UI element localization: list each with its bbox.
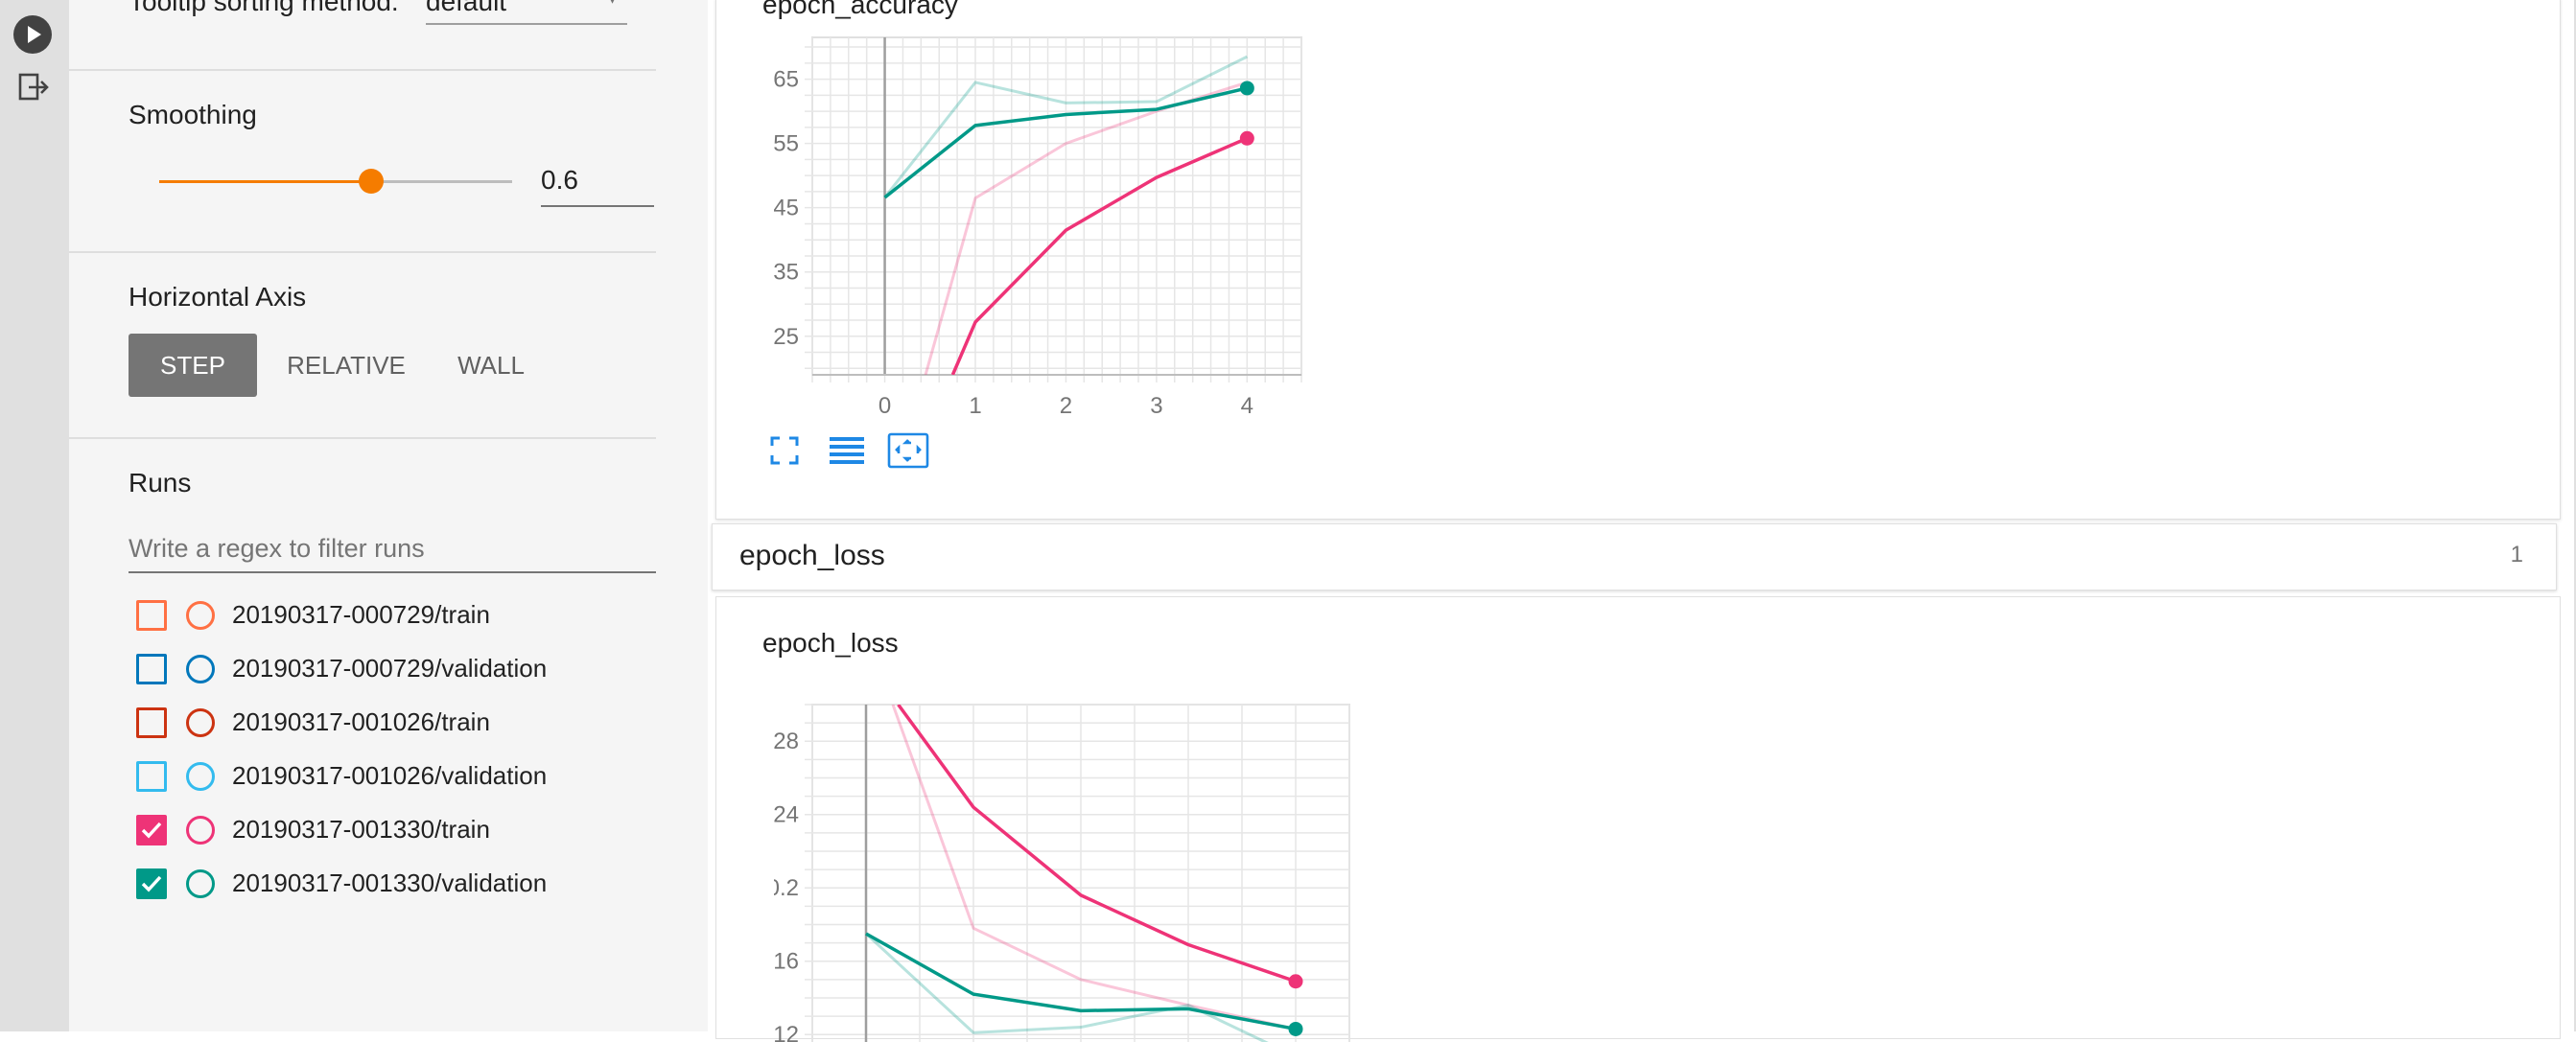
axis-relative-button[interactable]: RELATIVE xyxy=(287,351,406,380)
checkmark-icon xyxy=(141,875,162,892)
run-checkbox[interactable] xyxy=(136,600,167,631)
grid xyxy=(805,704,1350,1042)
runs-filter-input[interactable]: Write a regex to filter runs xyxy=(129,527,656,573)
y-tick-label: 0.28 xyxy=(774,729,799,754)
divider xyxy=(69,437,656,439)
checkmark-icon xyxy=(141,822,162,839)
series-group xyxy=(883,55,1249,375)
series-line-raw xyxy=(891,705,1297,1030)
series-line-smoothed xyxy=(883,86,1248,199)
run-item[interactable]: 20190317-001026/validation xyxy=(136,759,673,798)
series-endpoint xyxy=(1239,130,1254,146)
smoothing-slider[interactable] xyxy=(159,169,512,194)
group-title: epoch_loss xyxy=(739,540,885,571)
runs-title: Runs xyxy=(129,468,192,498)
run-item[interactable]: 20190317-001330/validation xyxy=(136,867,673,905)
y-tick-label: 0.16 xyxy=(774,949,799,975)
group-count: 1 xyxy=(2510,542,2523,567)
series-endpoint xyxy=(1288,974,1303,989)
run-checkbox[interactable] xyxy=(136,707,167,738)
run-checkbox[interactable] xyxy=(136,815,167,845)
run-item[interactable]: 20190317-001026/train xyxy=(136,706,673,744)
series-line-raw xyxy=(864,932,1269,1042)
exit-icon[interactable] xyxy=(17,71,50,108)
axis-step-button[interactable]: STEP xyxy=(129,334,257,397)
divider xyxy=(69,69,656,71)
x-tick-label: 3 xyxy=(1150,393,1162,419)
scroll-edge xyxy=(2574,0,2576,1031)
y-tick-label: 0.2 xyxy=(774,875,799,901)
x-tick-label: 2 xyxy=(1060,393,1072,419)
run-label: 20190317-000729/validation xyxy=(232,654,548,683)
run-color-circle[interactable] xyxy=(186,601,215,630)
series-line-smoothed xyxy=(865,932,1297,1031)
run-label: 20190317-000729/train xyxy=(232,600,490,629)
run-color-circle[interactable] xyxy=(186,655,215,683)
horizontal-axis-title: Horizontal Axis xyxy=(129,282,307,312)
chart-title: epoch_loss xyxy=(762,628,899,658)
run-item[interactable]: 20190317-001330/train xyxy=(136,813,673,851)
icon-rail xyxy=(0,0,69,1031)
run-checkbox[interactable] xyxy=(136,868,167,899)
run-color-circle[interactable] xyxy=(186,816,215,845)
tooltip-sorting-label: Tooltip sorting method: xyxy=(129,0,399,16)
run-color-circle[interactable] xyxy=(186,762,215,791)
x-tick-label: 4 xyxy=(1241,393,1253,419)
run-item[interactable]: 20190317-000729/validation xyxy=(136,652,673,690)
data-table-icon[interactable] xyxy=(828,434,866,472)
main-panel: epoch_accuracy 0.925 0.935 0.945 0.955 0.965… xyxy=(708,0,2576,1042)
smoothing-slider-fill xyxy=(159,180,371,183)
run-color-circle[interactable] xyxy=(186,869,215,898)
series-endpoint xyxy=(1288,1021,1303,1036)
run-label: 20190317-001026/train xyxy=(232,707,490,736)
epoch-accuracy-chart[interactable]: 0.925 0.935 0.945 0.955 0.965 0 1 2 3 4 xyxy=(774,26,1426,428)
axis-wall-button[interactable]: WALL xyxy=(457,351,525,380)
y-tick-label: 0.24 xyxy=(774,802,799,828)
tooltip-sorting-select[interactable]: default ▾ xyxy=(426,0,627,25)
series-group xyxy=(864,705,1297,1042)
x-tick-label: 0 xyxy=(878,393,891,419)
y-tick-label: 0.955 xyxy=(774,131,799,157)
sidebar: Tooltip sorting method: default ▾ Smooth… xyxy=(69,0,708,1031)
smoothing-title: Smoothing xyxy=(129,100,257,129)
series-endpoint xyxy=(1239,81,1254,96)
y-tick-label: 0.945 xyxy=(774,196,799,221)
run-checkbox[interactable] xyxy=(136,761,167,792)
chart-title: epoch_accuracy xyxy=(762,0,958,19)
run-label: 20190317-001026/validation xyxy=(232,761,548,790)
smoothing-slider-thumb[interactable] xyxy=(358,169,384,194)
run-item[interactable]: 20190317-000729/train xyxy=(136,598,673,637)
y-tick-label: 0.965 xyxy=(774,67,799,93)
tooltip-sorting-value: default xyxy=(426,0,507,16)
y-tick-label: 0.935 xyxy=(774,260,799,286)
chart-card-epoch-accuracy: epoch_accuracy 0.925 0.935 0.945 0.955 0.965… xyxy=(715,0,2561,520)
epoch-loss-group-header[interactable]: epoch_loss 1 xyxy=(712,523,2557,590)
chart-card-epoch-loss: epoch_loss 0.12 0.16 0.2 0.24 0.28 xyxy=(715,596,2561,1042)
run-color-circle[interactable] xyxy=(186,708,215,737)
fullscreen-icon[interactable] xyxy=(768,434,801,472)
series-line-raw xyxy=(883,55,1249,198)
y-tick-label: 0.12 xyxy=(774,1022,799,1042)
chevron-down-icon: ▾ xyxy=(607,0,618,10)
grid xyxy=(805,36,1302,382)
epoch-loss-chart[interactable]: 0.12 0.16 0.2 0.24 0.28 xyxy=(774,659,1426,1042)
fit-domain-icon[interactable] xyxy=(887,432,929,474)
series-line-smoothed xyxy=(950,136,1249,375)
play-icon[interactable] xyxy=(13,15,52,54)
series-line-smoothed xyxy=(897,705,1297,984)
x-tick-label: 1 xyxy=(969,393,981,419)
run-checkbox[interactable] xyxy=(136,654,167,684)
divider xyxy=(69,251,656,253)
run-label: 20190317-001330/train xyxy=(232,815,490,844)
y-tick-label: 0.925 xyxy=(774,324,799,350)
smoothing-input[interactable]: 0.6 xyxy=(541,161,654,207)
run-label: 20190317-001330/validation xyxy=(232,868,548,897)
